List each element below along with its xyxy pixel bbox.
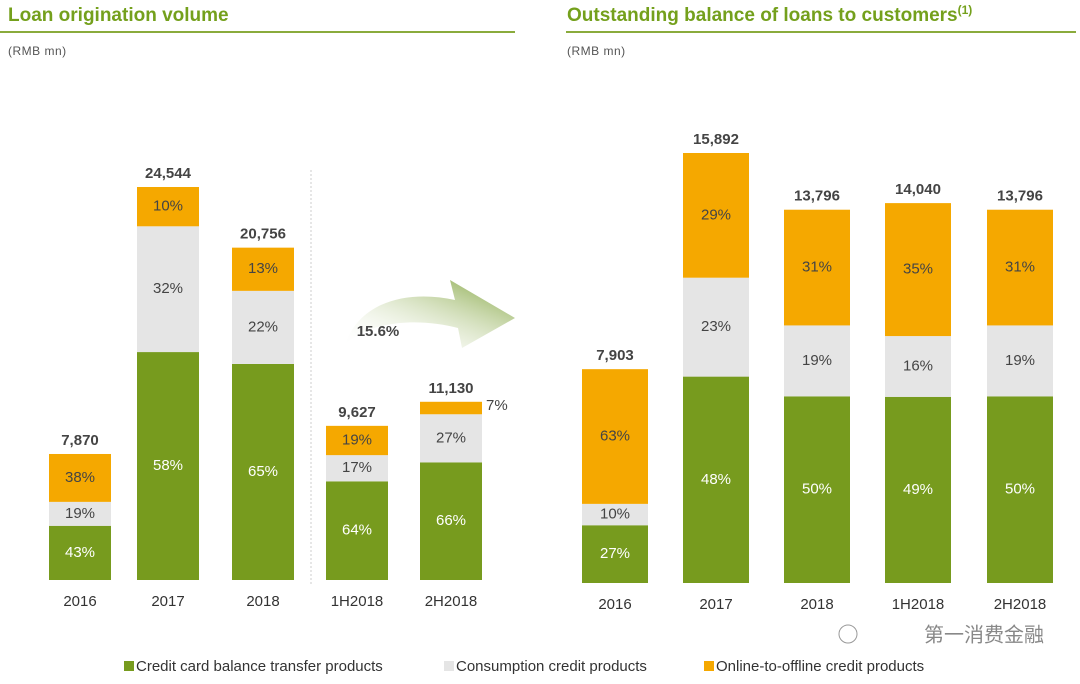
bar-segment [326, 455, 388, 482]
total-label: 7,870 [61, 432, 99, 449]
data-label: 23% [701, 318, 731, 335]
data-label: 17% [342, 459, 372, 476]
bar-segment [420, 414, 482, 463]
bar-segment [683, 153, 749, 278]
bar-segment [885, 203, 951, 337]
data-label: 63% [600, 427, 630, 444]
data-label: 50% [802, 481, 832, 498]
bar-segment [683, 277, 749, 377]
bar-segment [987, 325, 1053, 397]
data-label: 38% [65, 469, 95, 486]
data-label: 29% [701, 206, 731, 223]
x-tick-label: 2H2018 [994, 596, 1047, 613]
bar-segment [885, 396, 951, 583]
data-label: 65% [248, 463, 278, 480]
bar-segment [137, 187, 199, 227]
data-label: 19% [1005, 352, 1035, 369]
bar-segment [137, 352, 199, 580]
data-label: 43% [65, 544, 95, 561]
bar-segment [683, 376, 749, 583]
chart-title: Outstanding balance of loans to customer… [567, 3, 972, 26]
total-label: 13,796 [794, 188, 840, 205]
bar-segment [232, 290, 294, 364]
data-label: 7% [486, 397, 508, 414]
chart-title: Loan origination volume [8, 5, 229, 26]
data-label: 48% [701, 471, 731, 488]
data-label: 13% [248, 260, 278, 277]
legend-swatch [124, 661, 134, 671]
data-label: 19% [65, 505, 95, 522]
bar-segment [784, 396, 850, 583]
bar-segment [326, 481, 388, 580]
x-tick-label: 2016 [63, 593, 96, 610]
data-label: 19% [342, 431, 372, 448]
watermark-icon [838, 624, 858, 644]
data-label: 19% [802, 352, 832, 369]
title-note: (1) [958, 3, 973, 17]
data-label: 10% [153, 198, 183, 215]
data-label: 16% [903, 357, 933, 374]
total-label: 13,796 [997, 188, 1043, 205]
bar-segment [49, 501, 111, 526]
data-label: 50% [1005, 481, 1035, 498]
legend-swatch [444, 661, 454, 671]
x-tick-label: 1H2018 [331, 593, 384, 610]
total-label: 15,892 [693, 131, 739, 148]
bar-segment [49, 453, 111, 502]
bar-segment [784, 209, 850, 326]
legend-label: Consumption credit products [456, 658, 647, 675]
x-tick-label: 2016 [598, 596, 631, 613]
data-label: 35% [903, 261, 933, 278]
watermark: 第一消费金融 [924, 623, 1044, 646]
total-label: 14,040 [895, 181, 941, 198]
data-label: 27% [600, 545, 630, 562]
x-tick-label: 2018 [246, 593, 279, 610]
bar-segment [885, 336, 951, 397]
data-label: 22% [248, 318, 278, 335]
data-label: 32% [153, 280, 183, 297]
subtitle: (RMB mn) [567, 44, 626, 58]
x-tick-label: 2017 [699, 596, 732, 613]
x-tick-label: 2018 [800, 596, 833, 613]
bar-segment [420, 462, 482, 580]
bar-segment [987, 396, 1053, 583]
total-label: 11,130 [428, 380, 473, 397]
data-label: 31% [802, 259, 832, 276]
bar-segment [420, 401, 482, 415]
title-text: Outstanding balance of loans to customer… [567, 5, 958, 26]
x-tick-label: 2H2018 [425, 593, 478, 610]
data-label: 49% [903, 481, 933, 498]
x-tick-label: 2017 [151, 593, 184, 610]
data-label: 27% [436, 429, 466, 446]
total-label: 9,627 [338, 404, 376, 421]
data-label: 66% [436, 512, 466, 529]
bar-segment [326, 425, 388, 456]
total-label: 24,544 [145, 165, 192, 182]
total-label: 20,756 [240, 226, 286, 243]
data-label: 31% [1005, 259, 1035, 276]
bar-segment [582, 525, 648, 583]
data-label: 58% [153, 457, 183, 474]
legend-label: Credit card balance transfer products [136, 658, 383, 675]
total-label: 7,903 [596, 347, 634, 364]
subtitle: (RMB mn) [8, 44, 67, 58]
x-tick-label: 1H2018 [892, 596, 945, 613]
legend-swatch [704, 661, 714, 671]
annotation: 15.6% [357, 323, 400, 340]
bar-segment [137, 226, 199, 353]
bar-segment [784, 325, 850, 397]
bar-segment [232, 247, 294, 291]
bar-segment [582, 503, 648, 526]
bar-segment [49, 525, 111, 580]
data-label: 10% [600, 506, 630, 523]
growth-arrow [345, 280, 515, 348]
bar-segment [232, 363, 294, 580]
bar-segment [582, 369, 648, 504]
legend-label: Online-to-offline credit products [716, 658, 924, 675]
bar-segment [987, 209, 1053, 326]
data-label: 64% [342, 522, 372, 539]
